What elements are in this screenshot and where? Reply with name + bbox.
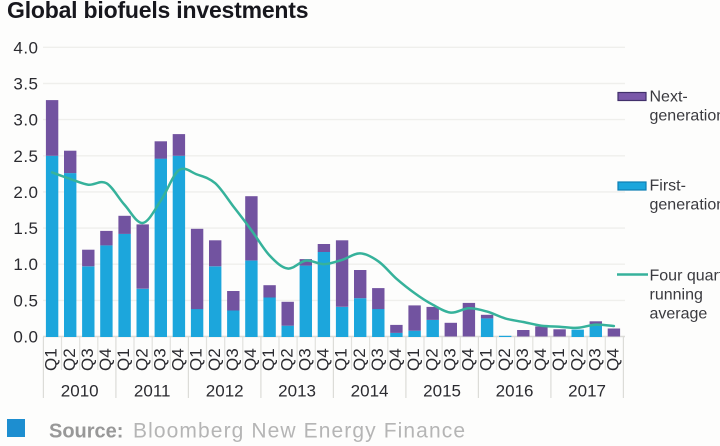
svg-text:Q3: Q3 xyxy=(78,348,97,371)
svg-text:Bloomberg New Energy Finance: Bloomberg New Energy Finance xyxy=(133,420,466,443)
svg-text:2015: 2015 xyxy=(423,382,461,401)
svg-text:Q3: Q3 xyxy=(368,348,387,371)
svg-text:Q2: Q2 xyxy=(495,348,514,371)
svg-text:Q2: Q2 xyxy=(567,348,586,371)
svg-text:Q2: Q2 xyxy=(277,348,296,371)
svg-text:First-: First- xyxy=(650,178,686,195)
svg-text:Q1: Q1 xyxy=(404,348,423,371)
svg-text:Q1: Q1 xyxy=(477,348,496,371)
svg-text:1.5: 1.5 xyxy=(13,219,38,238)
svg-text:Global biofuels investments: Global biofuels investments xyxy=(7,0,308,23)
svg-text:Q1: Q1 xyxy=(42,348,61,371)
svg-text:2016: 2016 xyxy=(496,382,534,401)
svg-text:Q3: Q3 xyxy=(585,348,604,371)
svg-text:0.5: 0.5 xyxy=(13,291,38,310)
svg-text:Q3: Q3 xyxy=(513,348,532,371)
svg-text:1.0: 1.0 xyxy=(13,255,38,274)
svg-text:2012: 2012 xyxy=(206,382,244,401)
svg-text:generation: generation xyxy=(650,197,720,214)
svg-text:Q3: Q3 xyxy=(295,348,314,371)
svg-text:2014: 2014 xyxy=(351,382,389,401)
svg-text:Q1: Q1 xyxy=(259,348,278,371)
svg-text:Q3: Q3 xyxy=(150,348,169,371)
svg-text:Q4: Q4 xyxy=(169,348,188,371)
svg-text:running: running xyxy=(650,287,703,304)
svg-text:2013: 2013 xyxy=(278,382,316,401)
svg-text:Q1: Q1 xyxy=(332,348,351,371)
svg-text:Q1: Q1 xyxy=(114,348,133,371)
svg-text:Q2: Q2 xyxy=(422,348,441,371)
svg-text:Q4: Q4 xyxy=(531,348,550,371)
svg-text:Q4: Q4 xyxy=(96,348,115,371)
svg-text:Q4: Q4 xyxy=(314,348,333,371)
svg-text:Q3: Q3 xyxy=(223,348,242,371)
svg-text:4.0: 4.0 xyxy=(13,38,38,57)
svg-text:Next-: Next- xyxy=(650,89,688,106)
svg-text:Q3: Q3 xyxy=(440,348,459,371)
svg-text:3.5: 3.5 xyxy=(13,75,38,94)
svg-text:Q4: Q4 xyxy=(241,348,260,371)
svg-text:Q4: Q4 xyxy=(459,348,478,371)
svg-text:2010: 2010 xyxy=(61,382,99,401)
svg-text:Q4: Q4 xyxy=(386,348,405,371)
svg-text:2011: 2011 xyxy=(134,382,171,401)
svg-text:Q2: Q2 xyxy=(132,348,151,371)
svg-text:2017: 2017 xyxy=(568,382,606,401)
svg-text:average: average xyxy=(650,306,708,323)
svg-text:generation: generation xyxy=(650,108,720,125)
svg-text:2.0: 2.0 xyxy=(13,183,38,202)
svg-text:Four quarter: Four quarter xyxy=(650,268,720,285)
svg-text:Q1: Q1 xyxy=(187,348,206,371)
svg-text:Q2: Q2 xyxy=(205,348,224,371)
svg-text:Q2: Q2 xyxy=(60,348,79,371)
svg-text:Source:: Source: xyxy=(49,421,123,443)
svg-text:0.0: 0.0 xyxy=(13,328,38,347)
svg-text:Q2: Q2 xyxy=(350,348,369,371)
svg-text:Q4: Q4 xyxy=(604,348,623,371)
svg-text:Q1: Q1 xyxy=(549,348,568,371)
svg-text:3.0: 3.0 xyxy=(13,111,38,130)
svg-text:2.5: 2.5 xyxy=(13,147,38,166)
